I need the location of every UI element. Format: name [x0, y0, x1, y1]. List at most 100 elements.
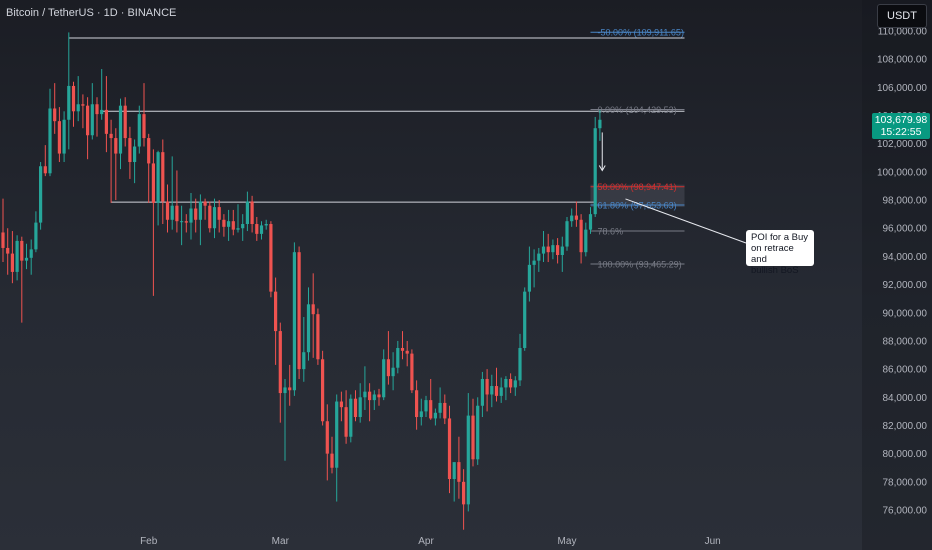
candle-body	[537, 253, 541, 261]
candle-body	[95, 104, 99, 115]
candle-body	[490, 386, 494, 395]
price-tick-label: 76,000.00	[883, 506, 928, 517]
candle-body	[372, 394, 376, 401]
fibonacci-retracement: -50.00% (109,911.65) 0.00% (104,429.53) 50…	[590, 28, 685, 269]
candle-body	[377, 394, 381, 398]
price-tick-label: 90,000.00	[883, 308, 928, 319]
candle-body	[588, 214, 593, 230]
candle-body	[349, 398, 353, 437]
candle-body	[415, 390, 419, 418]
candle-body	[57, 121, 61, 154]
candle-body	[457, 462, 461, 482]
candle-body	[24, 257, 29, 261]
candle-body	[292, 252, 296, 391]
candle-body	[274, 291, 278, 332]
candle-body	[43, 166, 47, 174]
price-tick-label: 82,000.00	[883, 421, 928, 432]
annotation-line: bullish BoS	[751, 265, 799, 276]
price-tick-label: 94,000.00	[883, 252, 928, 263]
price-tick-label: 80,000.00	[883, 449, 928, 460]
candle-body	[194, 208, 198, 220]
price-axis-panel	[862, 0, 932, 550]
candle-body	[513, 380, 517, 388]
candle-body	[278, 331, 282, 394]
price-axis: 110,000.00108,000.00106,000.00104,000.00…	[862, 0, 932, 550]
candle-body	[335, 401, 339, 468]
candle-body	[76, 104, 80, 112]
candle-body	[259, 225, 264, 234]
price-tick-label: 108,000.00	[877, 55, 927, 66]
price-tick-label: 98,000.00	[883, 196, 928, 207]
time-tick-label: Jun	[705, 536, 721, 547]
candle-body	[462, 481, 466, 505]
candle-body	[438, 402, 442, 413]
candle-body	[217, 207, 221, 220]
candle-body	[593, 128, 597, 215]
candle-body	[579, 219, 583, 253]
poi-annotation[interactable]: POI for a Buy on retrace and bullish BoS	[746, 230, 814, 276]
candle-body	[400, 347, 405, 351]
candle-body	[170, 205, 174, 220]
candle-body	[386, 359, 390, 377]
candle-body	[189, 208, 193, 223]
candle-body	[368, 391, 372, 401]
candle-body	[10, 253, 14, 272]
candle-body	[391, 367, 395, 377]
candle-body	[288, 387, 292, 391]
candle-body	[100, 109, 104, 115]
candle-body	[250, 201, 254, 225]
fib-level-label: 61.80% (97,653.63)	[598, 200, 677, 210]
time-tick-label: May	[558, 536, 577, 547]
candle-body	[476, 405, 480, 460]
fib-level-label: 50.00% (98,947.41)	[598, 182, 677, 192]
candle-body	[104, 109, 108, 134]
price-tick-label: 88,000.00	[883, 336, 928, 347]
candle-body	[62, 119, 66, 154]
price-tick-label: 84,000.00	[883, 393, 928, 404]
candle-body	[297, 252, 301, 370]
candle-body	[565, 221, 569, 247]
candle-body	[264, 224, 268, 226]
candle-body	[161, 152, 165, 202]
price-tick-label: 102,000.00	[877, 139, 927, 150]
candle-body	[222, 219, 226, 227]
candle-body	[236, 228, 240, 230]
candle-body	[86, 105, 90, 136]
candle-body	[156, 152, 160, 203]
candle-body	[227, 221, 231, 227]
candle-body	[311, 304, 315, 315]
candle-body	[452, 462, 456, 480]
horizontal-levels	[68, 37, 685, 203]
candle-body	[410, 353, 414, 391]
candle-body	[109, 133, 113, 139]
candle-body	[81, 104, 85, 106]
candle-body	[15, 240, 19, 272]
fib-level-label: -50.00% (109,911.65)	[598, 28, 684, 38]
candle-body	[147, 138, 151, 164]
candle-body	[570, 215, 574, 222]
candle-body	[353, 398, 358, 418]
price-tick-label: 100,000.00	[877, 167, 927, 178]
price-tick-label: 106,000.00	[877, 83, 927, 94]
candle-body	[546, 246, 550, 253]
annotation-line: POI for a Buy	[751, 232, 809, 243]
last-price-value: 103,679.98	[874, 114, 928, 126]
arrow-head	[598, 165, 606, 172]
candle-body	[231, 221, 235, 230]
price-tick-label: 86,000.00	[883, 365, 928, 376]
callout-connector	[625, 198, 747, 244]
candle-body	[584, 229, 588, 253]
currency-button[interactable]: USDT	[877, 4, 927, 28]
candle-body	[358, 397, 362, 418]
symbol-title: Bitcoin / TetherUS · 1D · BINANCE	[6, 7, 177, 19]
candle-body	[551, 245, 555, 253]
candle-body	[306, 304, 311, 353]
projection-arrow	[598, 132, 747, 244]
candle-body	[269, 224, 273, 292]
candle-body	[118, 105, 123, 154]
annotation-line: on retrace and	[751, 243, 794, 265]
candle-body	[203, 201, 207, 206]
candle-body	[123, 105, 127, 139]
candle-body	[494, 386, 499, 396]
